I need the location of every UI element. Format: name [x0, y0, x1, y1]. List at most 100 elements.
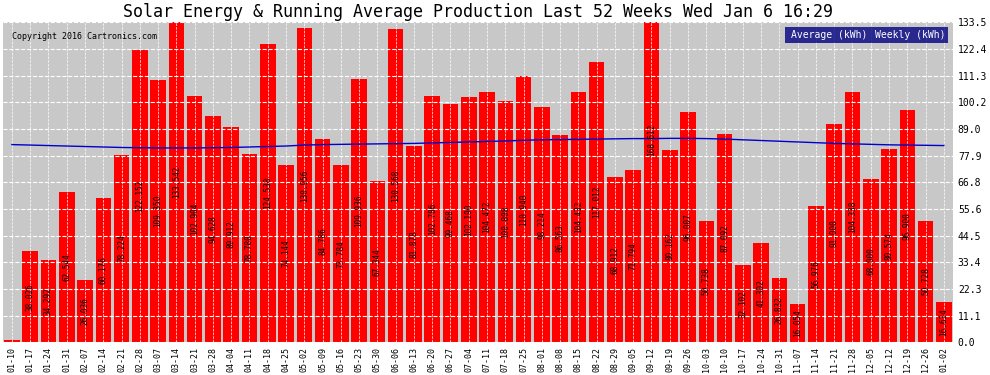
- Text: 117.012: 117.012: [592, 186, 601, 218]
- Text: 124.538: 124.538: [263, 177, 272, 209]
- Text: 133.542: 133.542: [172, 166, 181, 198]
- Bar: [717, 134, 733, 342]
- Text: 102.786: 102.786: [428, 203, 437, 236]
- Bar: [351, 79, 367, 342]
- Text: 109.350: 109.350: [153, 195, 162, 228]
- Bar: [552, 135, 568, 342]
- Text: 73.784: 73.784: [337, 240, 346, 268]
- Bar: [388, 29, 403, 342]
- Bar: [242, 153, 257, 342]
- Bar: [41, 260, 56, 342]
- Bar: [570, 92, 586, 342]
- Text: 32.102: 32.102: [739, 290, 747, 318]
- Bar: [278, 165, 294, 342]
- Text: 100.808: 100.808: [501, 206, 510, 238]
- Text: 56.976: 56.976: [812, 260, 821, 288]
- Text: 41.302: 41.302: [756, 279, 765, 307]
- Text: 122.152: 122.152: [136, 180, 145, 212]
- Text: 50.728: 50.728: [921, 268, 930, 296]
- Text: 68.912: 68.912: [611, 246, 620, 274]
- Text: 102.190: 102.190: [464, 204, 473, 236]
- Text: 98.214: 98.214: [538, 211, 546, 238]
- Text: 74.144: 74.144: [281, 240, 290, 267]
- Text: 16.634: 16.634: [940, 309, 948, 336]
- Bar: [425, 96, 440, 342]
- Bar: [168, 22, 184, 342]
- Bar: [205, 116, 221, 342]
- Text: 68.000: 68.000: [866, 247, 875, 275]
- Bar: [753, 243, 769, 342]
- Text: 78.224: 78.224: [117, 235, 126, 262]
- Bar: [479, 92, 495, 342]
- Text: 78.780: 78.780: [245, 234, 254, 262]
- Bar: [808, 206, 824, 342]
- Bar: [844, 92, 860, 342]
- Bar: [406, 146, 422, 342]
- Bar: [626, 170, 641, 342]
- Bar: [150, 80, 166, 342]
- Text: 87.092: 87.092: [720, 224, 729, 252]
- Bar: [589, 62, 605, 342]
- Bar: [114, 155, 130, 342]
- Text: 99.468: 99.468: [446, 209, 455, 237]
- Text: 94.628: 94.628: [209, 215, 218, 243]
- Bar: [736, 266, 750, 342]
- Text: 96.007: 96.007: [683, 213, 693, 241]
- Bar: [827, 124, 842, 342]
- Bar: [790, 304, 806, 342]
- Title: Solar Energy & Running Average Production Last 52 Weeks Wed Jan 6 16:29: Solar Energy & Running Average Productio…: [123, 3, 833, 21]
- Text: 62.544: 62.544: [62, 254, 71, 281]
- Bar: [443, 104, 458, 342]
- Text: 86.563: 86.563: [555, 225, 564, 252]
- Text: 104.432: 104.432: [574, 201, 583, 233]
- Text: 84.786: 84.786: [318, 227, 327, 255]
- Text: 26.036: 26.036: [80, 297, 89, 325]
- Bar: [315, 139, 331, 342]
- Bar: [644, 0, 659, 342]
- Bar: [680, 112, 696, 342]
- Bar: [333, 165, 348, 342]
- Text: 96.900: 96.900: [903, 212, 912, 240]
- Text: 71.794: 71.794: [629, 242, 638, 270]
- Text: 104.338: 104.338: [848, 201, 857, 234]
- Bar: [23, 251, 38, 342]
- Bar: [95, 198, 111, 342]
- Bar: [461, 98, 476, 342]
- Bar: [297, 28, 312, 342]
- Bar: [77, 280, 93, 342]
- Text: 104.472: 104.472: [482, 201, 491, 233]
- Bar: [607, 177, 623, 342]
- Bar: [863, 179, 878, 342]
- Text: 67.344: 67.344: [373, 248, 382, 276]
- Text: 50.738: 50.738: [702, 268, 711, 296]
- Text: 38.026: 38.026: [26, 283, 35, 310]
- Bar: [771, 278, 787, 342]
- Text: 130.568: 130.568: [391, 170, 400, 202]
- Text: 168.612: 168.612: [647, 124, 656, 156]
- Text: 60.176: 60.176: [99, 256, 108, 284]
- Text: 110.940: 110.940: [519, 193, 528, 226]
- Bar: [260, 44, 275, 342]
- Bar: [699, 221, 714, 342]
- Text: Copyright 2016 Cartronics.com: Copyright 2016 Cartronics.com: [12, 32, 157, 41]
- Bar: [918, 221, 934, 342]
- Text: 91.000: 91.000: [830, 219, 839, 247]
- Bar: [187, 96, 202, 342]
- Bar: [900, 110, 915, 342]
- Text: 80.574: 80.574: [884, 232, 894, 260]
- Text: 89.912: 89.912: [227, 221, 236, 249]
- Bar: [132, 50, 148, 342]
- Bar: [937, 303, 951, 342]
- Text: 16.054: 16.054: [793, 309, 802, 337]
- Bar: [534, 107, 549, 342]
- Bar: [881, 149, 897, 342]
- Text: 26.832: 26.832: [775, 296, 784, 324]
- Bar: [4, 340, 20, 342]
- Bar: [369, 181, 385, 342]
- Bar: [662, 150, 677, 342]
- Text: 109.936: 109.936: [354, 194, 363, 227]
- Text: 34.292: 34.292: [44, 287, 52, 315]
- Bar: [224, 127, 239, 342]
- Text: 130.956: 130.956: [300, 169, 309, 202]
- Legend: Average (kWh), Weekly (kWh): Average (kWh), Weekly (kWh): [785, 27, 948, 43]
